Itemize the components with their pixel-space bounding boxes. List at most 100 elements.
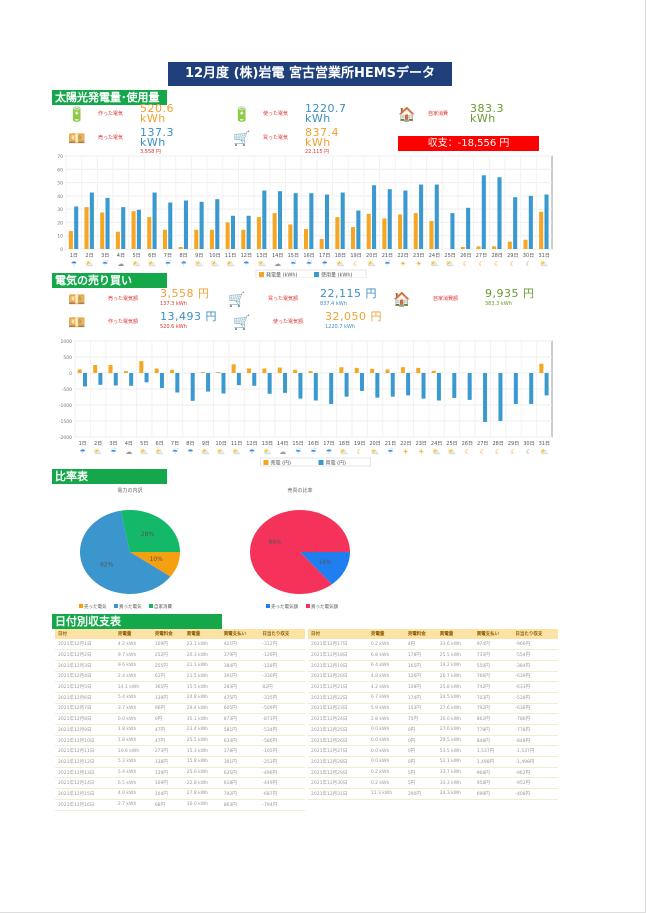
x-tick-label: 28日 [492,441,503,447]
table-cell: -1,537円 [512,745,558,758]
table-cell: 23.1 kWh [183,639,221,651]
table-cell: 365円 [151,681,184,693]
weather-cloud-icon: ☁ [125,448,132,456]
weather-moon-rain-icon: ☔ [387,447,394,456]
money-box-icon: 💴 [68,131,86,147]
weather-sun-moon-icon: ☾ [510,260,516,268]
column-header: 日当たり収支 [259,629,305,639]
weather-sun-cloud-icon: ⛅ [94,448,103,456]
table-cell: 581円 [220,724,260,736]
column-header: 売電料金 [404,629,437,639]
x-tick-label: 21日 [385,441,396,447]
table-cell: 255円 [151,660,184,672]
bar-series2 [175,373,180,393]
bar-series2 [372,185,377,249]
table-cell: -952円 [512,777,558,790]
pie-slice [120,510,180,552]
page-title: 12月度 (株)岩電 宮古営業所HEMSデータ [168,62,452,86]
table-row: 2021年12月4日 2.4 kWh 61円 21.5 kWh 391円 -330円 [55,671,305,683]
weather-rain-icon: ☂ [322,260,328,268]
table-row: 2021年12月11日 10.6 kWh 273円 15.3 kWh 378円 -105円 [55,745,305,758]
table-cell: -873円 [259,713,305,725]
table-cell: 2021年12月17日 [308,639,368,651]
y-tick-label: 70 [57,154,63,160]
table-cell: 23.4 kWh [183,724,221,736]
table-header-row: 日付 売電量 売電料金 買電量 買電支払い 日当たり収支 [308,629,558,639]
bar-series2 [190,373,195,401]
legend [255,269,367,278]
table-cell: 699円 [473,788,513,800]
table-cell: 2.7 kWh [114,799,152,811]
table-cell: 2021年12月22日 [308,692,368,704]
table-cell: 2021年12月13日 [55,767,115,779]
x-tick-label: 18日 [335,253,346,259]
x-tick-label: 1日 [79,441,87,447]
table-cell: 11.3 kWh [367,788,405,800]
column-header: 日当たり収支 [512,629,558,639]
pie-label: 62% [100,561,114,568]
x-tick-label: 28日 [491,253,502,259]
stat-sub: 520.6 kWh [160,324,187,330]
weather-cloud-sun-icon: ⛅ [446,260,455,268]
bar-series2 [89,192,94,249]
x-tick-label: 17日 [323,441,334,447]
bar-series2 [313,373,318,401]
bar-series2 [466,207,471,249]
x-tick-label: 15日 [292,441,303,447]
table-cell: 2021年12月7日 [55,703,115,715]
y-tick-label: 500 [63,355,72,361]
bar-series2 [236,373,241,386]
table-row: 2021年12月1日 4.2 kWh 109円 23.1 kWh 421円 -312円 [55,639,305,651]
table-cell: -534円 [259,724,305,736]
bar-series2 [252,373,257,386]
column-header: 日付 [308,629,368,639]
table-cell: 24.5 kWh [436,692,474,704]
battery-solar-icon: 🔋 [68,107,86,123]
table-cell: 550円 [473,660,513,672]
table-cell: 2021年12月24日 [308,713,368,725]
bar-series1 [231,364,236,373]
table-cell: 25.6 kWh [183,767,221,779]
x-tick-label: 8日 [186,441,194,447]
cart-icon: 🛒 [233,315,251,331]
weather-cloud-sun-icon: ⛅ [140,448,149,456]
legend-swatch [263,460,269,465]
bar-series2 [144,373,149,383]
weather-rain-icon: ☂ [187,448,193,456]
table-cell: 0.2 kWh [367,777,405,790]
weather-sun-rain-icon: ☔ [110,447,117,456]
table-cell: 25.5 kWh [183,735,221,747]
table-cell: 29.5 kWh [436,735,474,747]
house-icon: 🏠 [398,107,416,123]
table-cell: 0円 [404,724,437,736]
stat-sub: 3,558 円 [140,149,161,155]
table-cell: 2021年12月25日 [308,724,368,736]
table-cell: -633円 [512,681,558,693]
stat-value: 22,115 円 [320,287,377,300]
table-cell: 2021年12月4日 [55,671,115,683]
table-cell: -962円 [512,767,558,779]
table-cell: 4.0 kWh [114,788,152,800]
x-tick-label: 27日 [477,441,488,447]
bar-series1 [288,224,293,249]
x-tick-label: 6日 [148,253,156,259]
money-box-icon: 💴 [68,292,86,308]
table-cell: 5.4 kWh [114,692,152,704]
bar-series2 [283,373,288,393]
table-cell: 33.3 kWh [436,777,474,790]
bar-series2 [277,191,283,249]
bar-series2 [544,194,549,249]
bar-series1 [539,211,544,249]
house-icon: 🏠 [393,292,411,308]
bar-series2 [406,373,411,396]
x-tick-label: 5日 [132,253,140,259]
table-cell: 2021年12月11日 [55,745,115,758]
x-tick-label: 19日 [350,253,361,259]
table-cell: -1,498円 [512,756,558,768]
stat-sub: 383.3 kWh [485,301,512,307]
legend-label: 発電量 (kWh) [266,272,298,279]
table-row: 2021年12月15日 4.0 kWh 104円 27.8 kWh 792円 -687円 [55,788,305,800]
table-cell: 378円 [220,745,260,758]
bar-series1 [100,212,105,249]
legend-label: 売電 (円) [271,460,292,467]
